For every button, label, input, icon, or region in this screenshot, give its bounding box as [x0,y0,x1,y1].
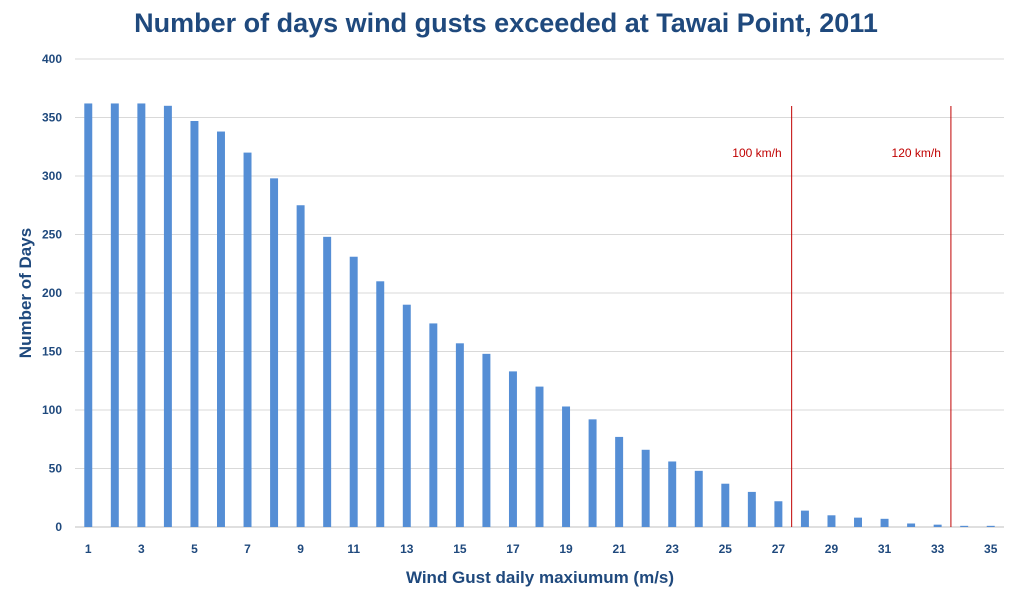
x-tick-label: 19 [559,542,573,556]
bar [508,371,517,527]
gridlines [75,58,1004,528]
bar [110,103,119,528]
x-tick-label: 3 [138,542,145,556]
bar [190,121,199,527]
y-tick-label: 200 [42,286,62,300]
bar [243,152,252,527]
x-tick-label: 23 [666,542,680,556]
bar [84,103,93,528]
x-tick-label: 17 [506,542,520,556]
chart-title: Number of days wind gusts exceeded at Ta… [134,8,878,38]
x-axis-ticks: 1 3 5 7 9 11 13 15 17 19 21 23 25 27 29 31 33 35 [85,542,998,556]
bar [986,525,995,527]
bar [163,105,172,528]
bar [668,461,677,527]
y-axis-ticks: 0 50 100 150 200 250 300 350 400 [42,52,62,534]
bar [694,470,703,527]
bar [880,518,889,527]
bar [827,515,836,527]
bar [907,523,916,527]
y-tick-label: 350 [42,111,62,125]
bar [376,281,385,527]
bar [482,353,491,527]
bar [562,406,571,527]
bar [854,517,862,527]
bar [933,524,942,527]
x-tick-label: 9 [297,542,304,556]
y-tick-label: 250 [42,228,62,242]
bar [429,323,438,527]
bar [960,525,969,527]
bar [270,178,279,527]
x-tick-label: 1 [85,542,92,556]
y-tick-label: 150 [42,345,62,359]
y-tick-label: 400 [42,52,62,66]
x-tick-label: 5 [191,542,198,556]
reference-line-label: 120 km/h [892,146,941,160]
reference-lines: 100 km/h 120 km/h [732,106,952,527]
bar [588,419,597,527]
x-tick-label: 21 [612,542,626,556]
x-tick-label: 15 [453,542,467,556]
bar [721,483,730,527]
reference-line-label: 100 km/h [732,146,781,160]
y-axis-title: Number of Days [16,228,35,358]
bar [455,343,464,527]
bar [641,449,650,527]
bar [747,491,756,527]
bar [323,236,332,527]
x-tick-label: 13 [400,542,414,556]
x-tick-label: 7 [244,542,251,556]
x-tick-label: 25 [719,542,733,556]
y-tick-label: 100 [42,403,62,417]
x-tick-label: 27 [772,542,786,556]
bar [296,205,305,527]
y-tick-label: 50 [49,462,63,476]
bars [84,103,995,528]
x-tick-label: 31 [878,542,892,556]
y-tick-label: 300 [42,169,62,183]
bar [535,386,544,527]
y-tick-label: 0 [55,520,62,534]
bar [800,510,809,527]
bar [615,436,624,527]
x-tick-label: 35 [984,542,998,556]
x-tick-label: 29 [825,542,839,556]
bar [402,304,411,527]
x-axis-title: Wind Gust daily maxiumum (m/s) [406,568,674,587]
x-tick-label: 11 [347,542,360,556]
bar [349,256,358,527]
bar [774,501,783,527]
bar [217,131,225,528]
x-tick-label: 33 [931,542,945,556]
bar [137,103,146,528]
